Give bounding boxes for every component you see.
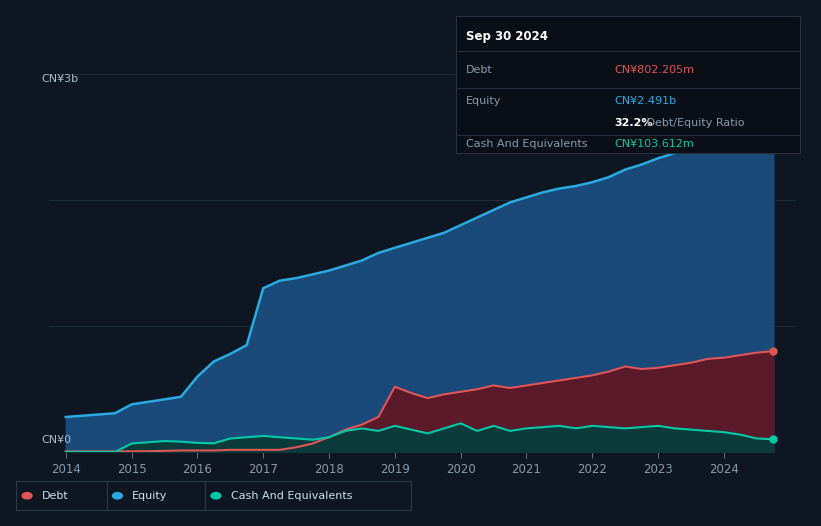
Text: Equity: Equity: [466, 96, 502, 106]
Text: Sep 30 2024: Sep 30 2024: [466, 30, 548, 43]
Text: Equity: Equity: [132, 491, 167, 501]
Text: 32.2%: 32.2%: [614, 118, 653, 128]
Text: Debt: Debt: [466, 65, 493, 76]
Text: CN¥0: CN¥0: [42, 435, 72, 445]
Text: CN¥103.612m: CN¥103.612m: [614, 139, 694, 149]
Text: Debt: Debt: [42, 491, 69, 501]
Text: CN¥802.205m: CN¥802.205m: [614, 65, 695, 76]
Text: CN¥2.491b: CN¥2.491b: [614, 96, 677, 106]
Text: Debt/Equity Ratio: Debt/Equity Ratio: [643, 118, 745, 128]
Text: Cash And Equivalents: Cash And Equivalents: [231, 491, 352, 501]
Text: CN¥3b: CN¥3b: [42, 74, 79, 84]
Text: Cash And Equivalents: Cash And Equivalents: [466, 139, 588, 149]
